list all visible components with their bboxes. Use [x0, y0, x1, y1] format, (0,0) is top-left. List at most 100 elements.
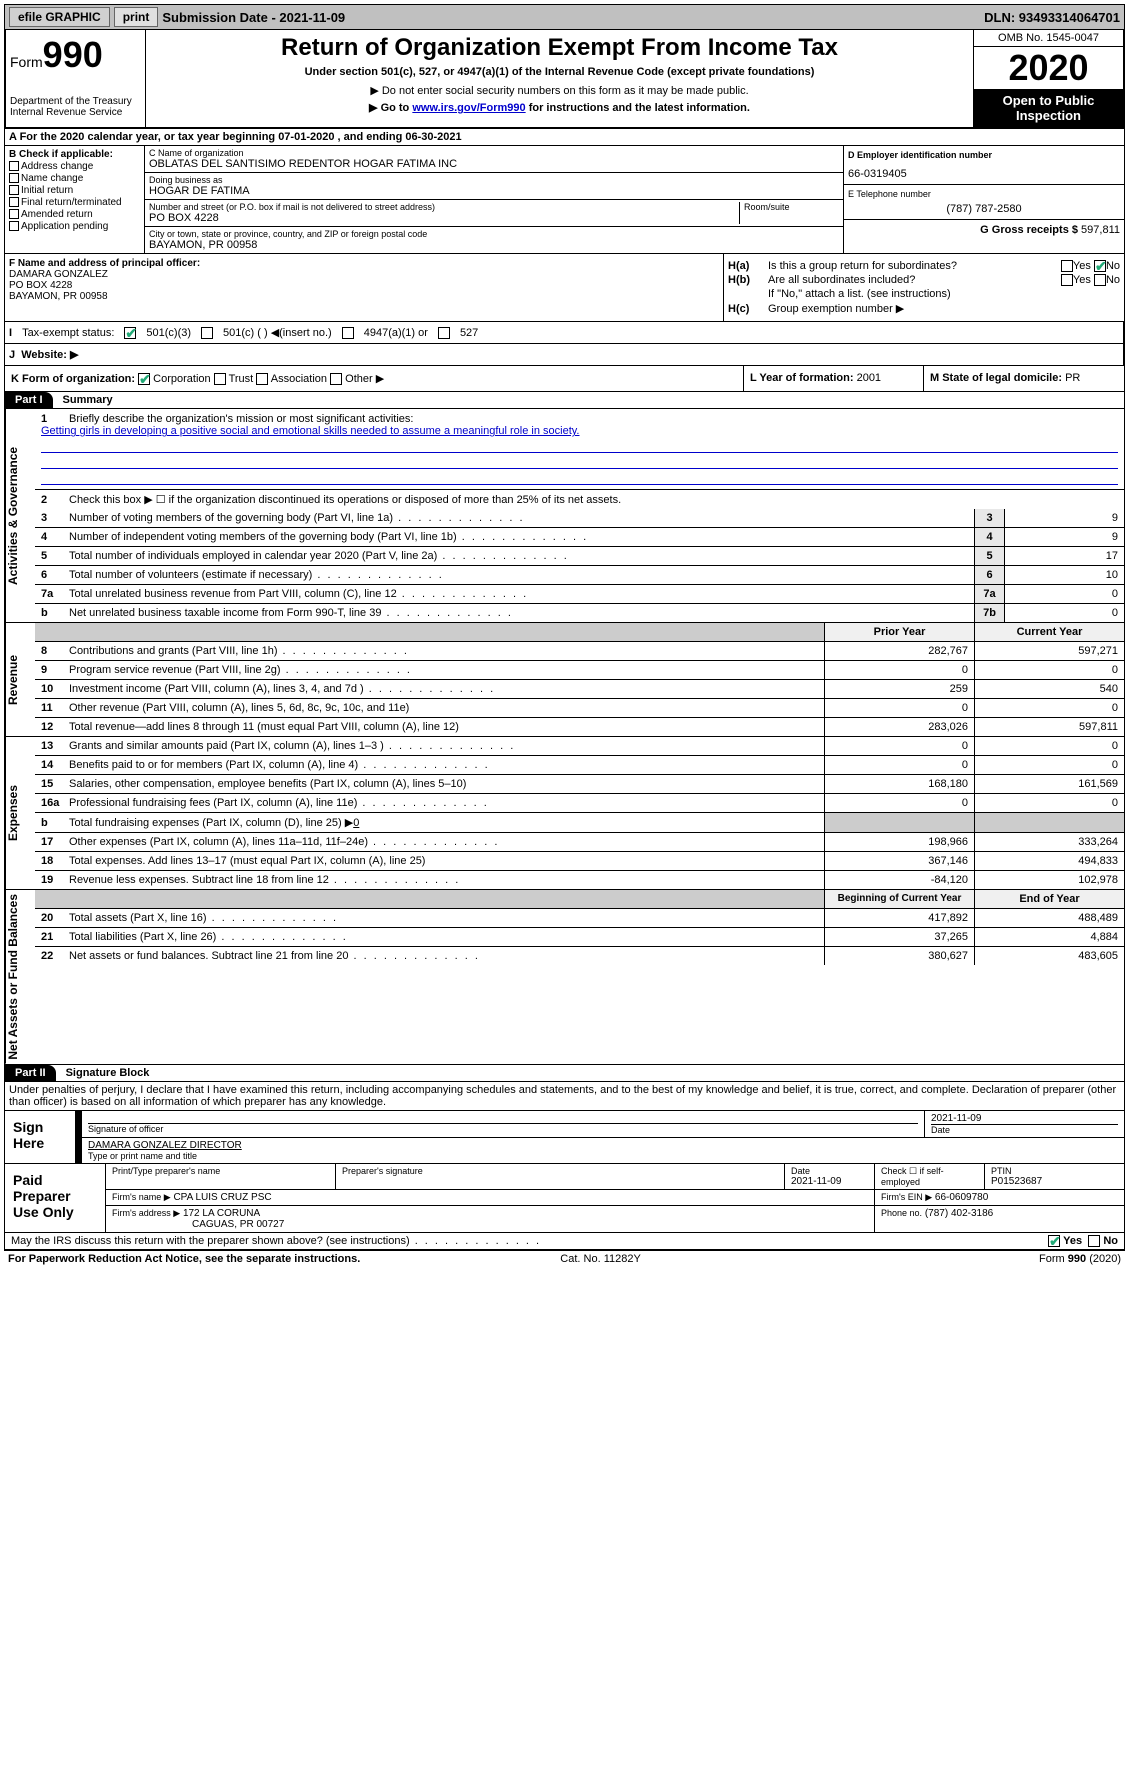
open-inspection: Open to Public Inspection	[974, 89, 1123, 127]
chk-name-change[interactable]	[9, 173, 19, 183]
chk-527[interactable]	[438, 327, 450, 339]
footer-right: Form 990 (2020)	[1039, 1253, 1121, 1265]
chk-501c3[interactable]	[124, 327, 136, 339]
chk-trust[interactable]	[214, 373, 226, 385]
dept-irs: Internal Revenue Service	[10, 107, 141, 118]
dept-treasury: Department of the Treasury	[10, 96, 141, 107]
vtab-revenue: Revenue	[5, 623, 35, 736]
ha-text: Is this a group return for subordinates?	[768, 260, 957, 272]
hb-no[interactable]	[1094, 274, 1106, 286]
form-subtitle: Under section 501(c), 527, or 4947(a)(1)…	[150, 66, 969, 78]
l5: Total number of individuals employed in …	[69, 550, 437, 562]
firm-ein: 66-0609780	[935, 1192, 988, 1203]
efile-button[interactable]: efile GRAPHIC	[9, 7, 110, 27]
year-formation-label: L Year of formation:	[750, 372, 854, 384]
officer-addr1: PO BOX 4228	[9, 280, 719, 291]
phone-label: E Telephone number	[848, 189, 1120, 199]
tax-status-label: Tax-exempt status:	[22, 327, 114, 339]
firm-phone: (787) 402-3186	[925, 1208, 993, 1219]
chk-initial-return[interactable]	[9, 185, 19, 195]
vtab-netassets: Net Assets or Fund Balances	[5, 890, 35, 1064]
dba: HOGAR DE FATIMA	[149, 185, 839, 197]
dba-label: Doing business as	[149, 175, 839, 185]
l2-text: Check this box ▶ ☐ if the organization d…	[69, 494, 621, 506]
firm-name: CPA LUIS CRUZ PSC	[173, 1192, 271, 1203]
hb-yes[interactable]	[1061, 274, 1073, 286]
gross-val: 597,811	[1081, 224, 1120, 236]
header-note1: ▶ Do not enter social security numbers o…	[150, 84, 969, 97]
v4: 9	[1004, 528, 1124, 546]
form-prefix: Form	[10, 54, 43, 70]
chk-other[interactable]	[330, 373, 342, 385]
footer-left: For Paperwork Reduction Act Notice, see …	[8, 1253, 360, 1265]
perjury-text: Under penalties of perjury, I declare th…	[5, 1082, 1124, 1111]
part1-badge: Part I	[5, 392, 53, 408]
sign-here-label: Sign Here	[5, 1111, 75, 1163]
vtab-expenses: Expenses	[5, 737, 35, 889]
chk-pending[interactable]	[9, 221, 19, 231]
phone: (787) 787-2580	[848, 203, 1120, 215]
goto-post: for instructions and the latest informat…	[526, 102, 750, 114]
hb-text: Are all subordinates included?	[768, 274, 915, 286]
row-k-label: K Form of organization:	[11, 373, 135, 385]
city-label: City or town, state or province, country…	[149, 229, 839, 239]
v5: 17	[1004, 547, 1124, 565]
part2-badge: Part II	[5, 1065, 56, 1081]
gross-label: G Gross receipts $	[980, 224, 1078, 236]
discuss-yes[interactable]	[1048, 1235, 1060, 1247]
officer-name-title: DAMARA GONZALEZ DIRECTOR	[88, 1140, 1118, 1151]
current-year: Current Year	[974, 623, 1124, 641]
l7a: Total unrelated business revenue from Pa…	[69, 588, 397, 600]
l4: Number of independent voting members of …	[69, 531, 457, 543]
omb-number: OMB No. 1545-0047	[974, 30, 1123, 47]
officer-addr2: BAYAMON, PR 00958	[9, 291, 719, 302]
prior-year: Prior Year	[824, 623, 974, 641]
year-formation: 2001	[857, 372, 881, 384]
officer-name: DAMARA GONZALEZ	[9, 269, 719, 280]
goto-pre: ▶ Go to	[369, 102, 412, 114]
footer-mid: Cat. No. 11282Y	[560, 1253, 641, 1265]
chk-4947[interactable]	[342, 327, 354, 339]
paid-preparer-label: Paid Preparer Use Only	[5, 1164, 105, 1232]
col-b-title: B Check if applicable:	[9, 149, 140, 160]
ein: 66-0319405	[848, 168, 1120, 180]
chk-assoc[interactable]	[256, 373, 268, 385]
suite-label: Room/suite	[744, 202, 839, 212]
form990-link[interactable]: www.irs.gov/Form990	[412, 102, 525, 114]
sig-officer-label: Signature of officer	[88, 1123, 918, 1134]
submission-date: Submission Date - 2021-11-09	[162, 10, 345, 25]
dln: DLN: 93493314064701	[984, 10, 1120, 25]
l7b: Net unrelated business taxable income fr…	[69, 607, 381, 619]
chk-corp[interactable]	[138, 373, 150, 385]
hb-note: If "No," attach a list. (see instruction…	[728, 288, 1120, 300]
domicile-label: M State of legal domicile:	[930, 372, 1062, 384]
chk-final-return[interactable]	[9, 197, 19, 207]
website-label: Website: ▶	[21, 349, 78, 361]
v7b: 0	[1004, 604, 1124, 622]
chk-amended[interactable]	[9, 209, 19, 219]
tax-year: 2020	[974, 47, 1123, 89]
form-number: 990	[43, 34, 103, 75]
discuss-text: May the IRS discuss this return with the…	[11, 1235, 541, 1247]
discuss-no[interactable]	[1088, 1235, 1100, 1247]
v6: 10	[1004, 566, 1124, 584]
ha-yes[interactable]	[1061, 260, 1073, 272]
l1-text: Briefly describe the organization's miss…	[69, 413, 413, 425]
hc-text: Group exemption number ▶	[768, 302, 904, 315]
city: BAYAMON, PR 00958	[149, 239, 839, 251]
part1-title: Summary	[53, 394, 113, 406]
top-toolbar: efile GRAPHIC print Submission Date - 20…	[4, 4, 1125, 30]
part2-title: Signature Block	[56, 1067, 150, 1079]
print-button[interactable]: print	[114, 7, 159, 27]
form-title: Return of Organization Exempt From Incom…	[150, 34, 969, 62]
addr: PO BOX 4228	[149, 212, 739, 224]
domicile: PR	[1065, 372, 1080, 384]
addr-label: Number and street (or P.O. box if mail i…	[149, 202, 739, 212]
ein-label: D Employer identification number	[848, 150, 1120, 160]
l3: Number of voting members of the governin…	[69, 512, 393, 524]
ha-no[interactable]	[1094, 260, 1106, 272]
chk-address-change[interactable]	[9, 161, 19, 171]
mission-text: Getting girls in developing a positive s…	[41, 425, 579, 437]
ptin: P01523687	[991, 1176, 1118, 1187]
chk-501c[interactable]	[201, 327, 213, 339]
